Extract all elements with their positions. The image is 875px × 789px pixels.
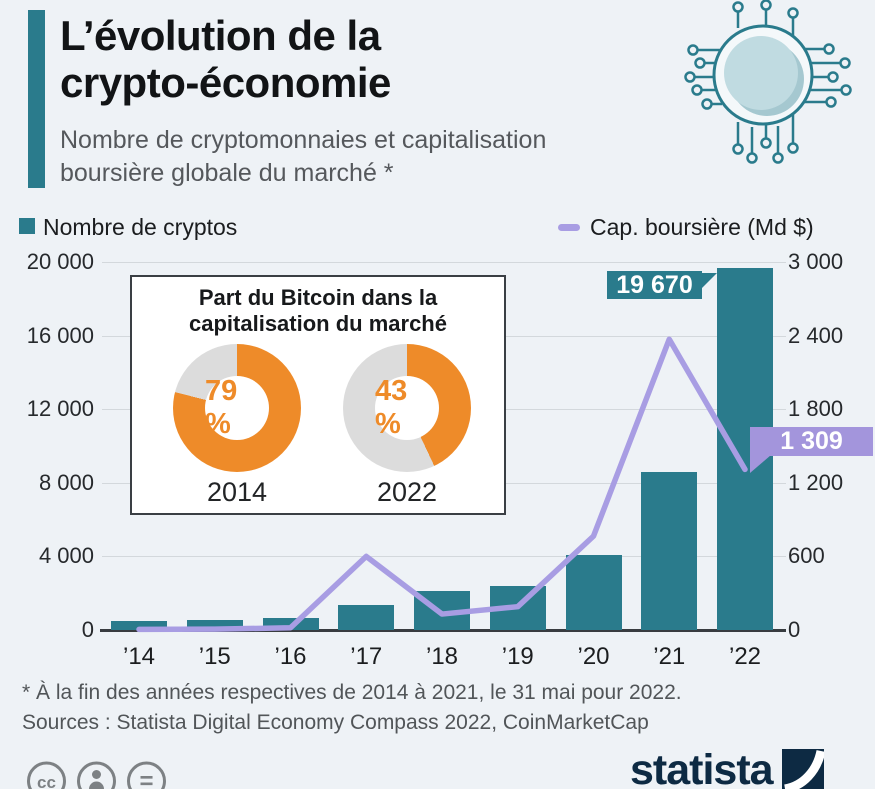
person-body-icon [89, 781, 104, 789]
inset-title: Part du Bitcoin dans la capitalisation d… [189, 285, 447, 336]
left-axis-tick: 0 [81, 617, 94, 642]
x-label-’14: ’14 [122, 643, 156, 670]
donut-chart-2014: 79 % [173, 344, 301, 472]
donut-2022-value: 43 % [375, 375, 408, 440]
coin-circuit-icon [684, 0, 852, 164]
person-head-icon [92, 770, 101, 779]
donut-2022-label: 2022 [376, 477, 438, 507]
page-title-line1: L’évolution de la [60, 12, 381, 59]
statista-logo[interactable]: statista [630, 749, 824, 789]
bar-’17 [338, 605, 395, 630]
footnote: * À la fin des années respectives de 201… [22, 681, 682, 704]
svg-text:cc: cc [37, 773, 56, 789]
page-subtitle-line1: Nombre de cryptomonnaies et capitalisati… [60, 126, 547, 154]
cc-license-icons[interactable]: cc = [25, 760, 175, 789]
line-legend-label: Cap. boursière (Md $) [590, 214, 814, 240]
donut-2014-label: 2014 [206, 477, 268, 507]
page-subtitle-line2: boursière globale du marché * [60, 159, 394, 187]
bar-value-callout: 19 670 [607, 271, 702, 299]
x-label-’22: ’22 [728, 643, 762, 670]
right-axis-tick: 2 400 [788, 322, 844, 348]
x-label-’18: ’18 [425, 643, 459, 670]
bar-’16 [262, 618, 319, 630]
cc-icon [27, 761, 66, 789]
gridline [102, 262, 786, 263]
x-label-’15: ’15 [198, 643, 231, 670]
x-label-’16: ’16 [274, 643, 307, 670]
bitcoin-share-inset-panel: Part du Bitcoin dans la capitalisation d… [130, 275, 506, 515]
combo-chart: Part du Bitcoin dans la capitalisation d… [0, 249, 875, 670]
bar-’14 [111, 620, 167, 630]
cc-by-icon [77, 761, 116, 789]
left-axis-tick: 16 000 [26, 322, 94, 348]
line-legend-swatch [558, 224, 580, 231]
bar-’20 [565, 554, 622, 630]
x-axis-line [100, 629, 786, 632]
donut-2014-value: 79 % [205, 375, 238, 440]
left-axis-tick: 4 000 [38, 543, 94, 569]
x-label-’20: ’20 [577, 643, 610, 670]
x-label-’17: ’17 [350, 643, 383, 670]
x-label-’19: ’19 [501, 643, 534, 670]
bars-legend-swatch [19, 218, 35, 234]
statista-logo-mark [781, 749, 824, 789]
cc-nd-icon [127, 761, 166, 789]
left-axis-tick: 20 000 [26, 249, 94, 274]
market-cap-line [136, 336, 748, 633]
bars-legend-label: Nombre de cryptos [43, 214, 238, 240]
right-axis-tick: 600 [788, 543, 825, 569]
svg-text:=: = [139, 768, 153, 789]
donut-chart-2022: 43 % [343, 344, 471, 472]
line-value-callout: 1 309 [750, 427, 873, 456]
statista-wordmark: statista [630, 746, 774, 789]
sources-line: Sources : Statista Digital Economy Compa… [22, 711, 649, 734]
bar-’21 [641, 471, 698, 630]
right-axis-tick: 1 200 [788, 469, 844, 495]
right-axis-tick: 0 [788, 617, 801, 642]
left-axis-tick: 12 000 [26, 396, 94, 422]
right-axis-tick: 3 000 [788, 249, 844, 274]
gridline [102, 556, 786, 558]
title-accent-bar [28, 10, 45, 188]
bar-’15 [186, 619, 243, 630]
page-title-line2: crypto-économie [60, 59, 391, 106]
x-label-’21: ’21 [653, 643, 686, 670]
right-axis-tick: 1 800 [788, 396, 844, 422]
left-axis-tick: 8 000 [38, 469, 94, 495]
